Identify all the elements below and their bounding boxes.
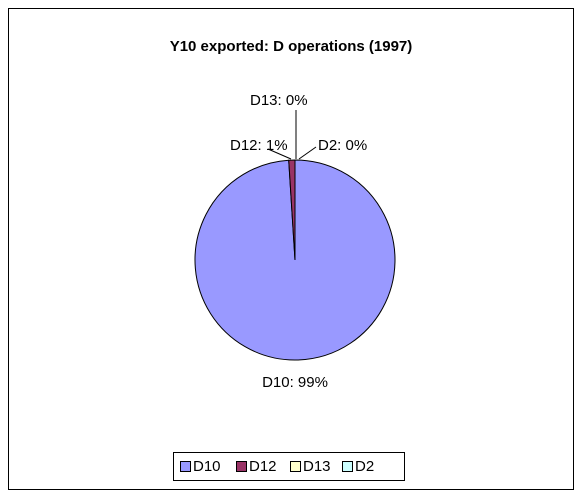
legend-swatch [236,461,247,472]
data-label: D12: 1% [230,137,288,154]
legend-label: D12 [249,458,277,475]
data-label: D2: 0% [318,137,367,154]
data-label: D13: 0% [250,92,308,109]
legend-box [173,452,405,481]
leader-line [267,148,292,160]
chart-title: Y10 exported: D operations (1997) [170,38,413,55]
legend-label: D10 [193,458,221,475]
legend-swatch [342,461,353,472]
legend-label: D13 [303,458,331,475]
data-label: D10: 99% [262,374,328,391]
legend-swatch [290,461,301,472]
legend-label: D2 [355,458,374,475]
pie-slice [194,159,396,361]
legend-swatch [180,461,191,472]
leader-line [298,146,317,160]
